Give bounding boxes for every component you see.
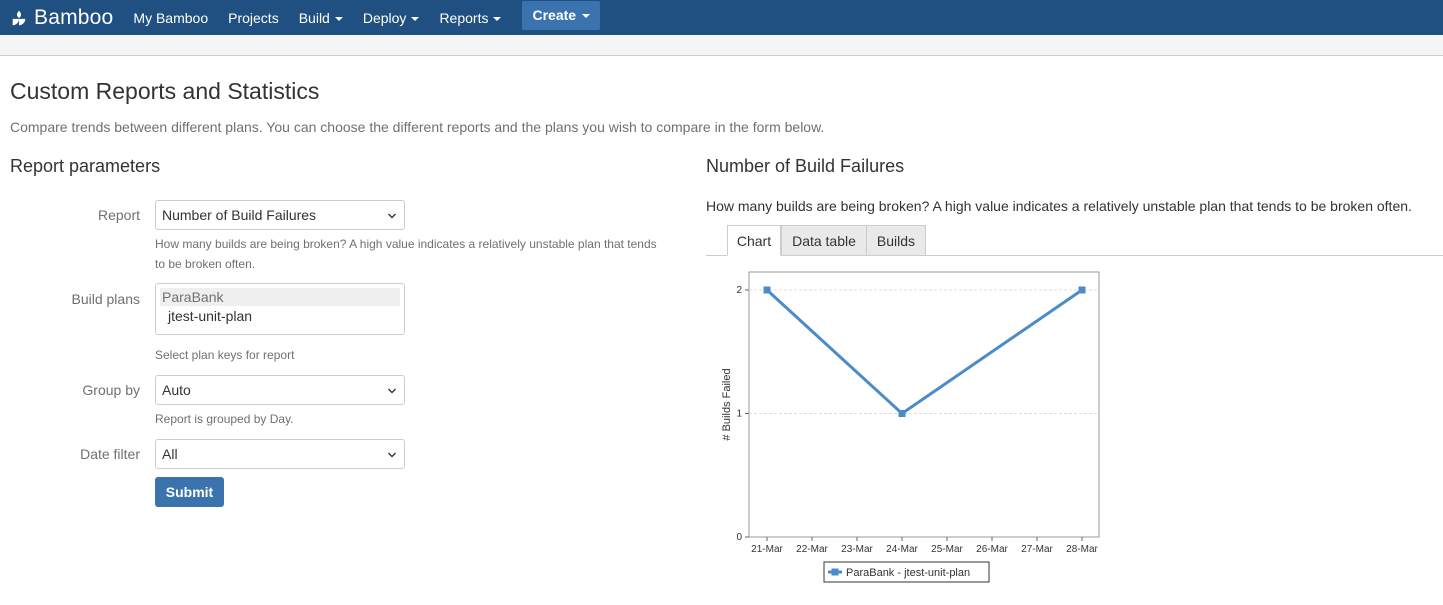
date-filter-label: Date filter [80, 446, 140, 462]
legend-marker [831, 568, 839, 576]
x-tick-label: 21-Mar [751, 544, 783, 555]
create-label: Create [532, 7, 577, 23]
tab-builds[interactable]: Builds [866, 225, 926, 256]
bamboo-logo-icon [12, 10, 26, 25]
plot-area [748, 271, 1100, 538]
top-navigation-bar: Bamboo My Bamboo Projects Build Deploy R… [0, 0, 1443, 35]
page-description: Compare trends between different plans. … [10, 119, 825, 135]
tab-data-table[interactable]: Data table [781, 225, 867, 256]
nav-label: Deploy [362, 9, 407, 26]
report-label: Report [97, 207, 140, 223]
nav-my-bamboo[interactable]: My Bamboo [123, 0, 218, 35]
x-tick-label: 28-Mar [1066, 544, 1098, 555]
build-plans-help: Select plan keys for report [155, 348, 295, 362]
y-axis-label: # Builds Failed [721, 368, 733, 440]
nav-label: My Bamboo [133, 9, 209, 26]
tabs-divider [706, 255, 1443, 256]
report-help: How many builds are being broken? A high… [155, 234, 657, 274]
nav-deploy-dropdown[interactable]: Deploy [353, 0, 430, 35]
bamboo-logo[interactable]: Bamboo [10, 6, 113, 30]
x-tick-label: 24-Mar [886, 544, 918, 555]
data-point [898, 410, 906, 417]
nav-projects[interactable]: Projects [218, 0, 289, 35]
y-tick-label: 2 [736, 285, 742, 296]
legend-box [823, 561, 990, 583]
date-filter-select[interactable]: All [155, 439, 405, 469]
group-by-label: Group by [82, 382, 140, 398]
chevron-down-icon [388, 388, 396, 394]
nav-reports-dropdown[interactable]: Reports [429, 0, 511, 35]
report-help-line: How many builds are being broken? A high… [155, 237, 657, 251]
group-by-select[interactable]: Auto [155, 375, 405, 405]
caret-down-icon [493, 16, 502, 21]
data-point [763, 286, 771, 294]
report-select-value: Number of Build Failures [162, 207, 317, 223]
report-select[interactable]: Number of Build Failures [155, 200, 405, 230]
report-help-line: to be broken often. [155, 257, 256, 271]
caret-down-icon [334, 16, 343, 21]
build-plans-multiselect[interactable]: ParaBank jtest-unit-plan [155, 283, 405, 335]
date-filter-select-value: All [162, 446, 178, 462]
caret-down-icon [582, 14, 591, 18]
chevron-down-icon [388, 452, 396, 458]
build-failures-chart: 0 1 2 21-Mar 22-Mar 23-Mar 24-Mar 25-Mar 26-Mar 2… [721, 271, 1100, 583]
nav-label: Projects [228, 9, 279, 26]
nav-label: Build [298, 9, 330, 26]
logo-text: Bamboo [34, 5, 114, 29]
report-title: Number of Build Failures [706, 156, 905, 176]
main-nav: My Bamboo Projects Build Deploy Reports [123, 0, 511, 35]
page-title: Custom Reports and Statistics [10, 78, 320, 104]
group-by-select-value: Auto [162, 382, 191, 398]
x-tick-label: 27-Mar [1021, 544, 1053, 555]
group-by-help: Report is grouped by Day. [155, 412, 294, 426]
x-tick-label: 22-Mar [796, 544, 828, 555]
tab-chart[interactable]: Chart [727, 225, 781, 256]
plan-group-label: ParaBank [160, 288, 400, 306]
y-tick-label: 1 [736, 409, 742, 420]
x-tick-label: 26-Mar [976, 544, 1008, 555]
build-plans-label: Build plans [71, 291, 141, 307]
chevron-down-icon [388, 213, 396, 219]
data-point [1078, 286, 1086, 294]
create-button[interactable]: Create [522, 0, 601, 30]
x-tick-label: 25-Mar [931, 544, 963, 555]
caret-down-icon [411, 16, 420, 21]
nav-build-dropdown[interactable]: Build [289, 0, 353, 35]
x-tick-label: 23-Mar [841, 544, 873, 555]
submit-button[interactable]: Submit [155, 477, 224, 507]
y-tick-label: 0 [736, 532, 742, 543]
report-parameters-title: Report parameters [10, 156, 161, 176]
report-description: How many builds are being broken? A high… [706, 198, 1412, 214]
legend-label: ParaBank - jtest-unit-plan [846, 567, 970, 579]
sub-header-bar [0, 35, 1443, 56]
nav-label: Reports [439, 9, 489, 26]
plan-option[interactable]: jtest-unit-plan [168, 308, 253, 324]
